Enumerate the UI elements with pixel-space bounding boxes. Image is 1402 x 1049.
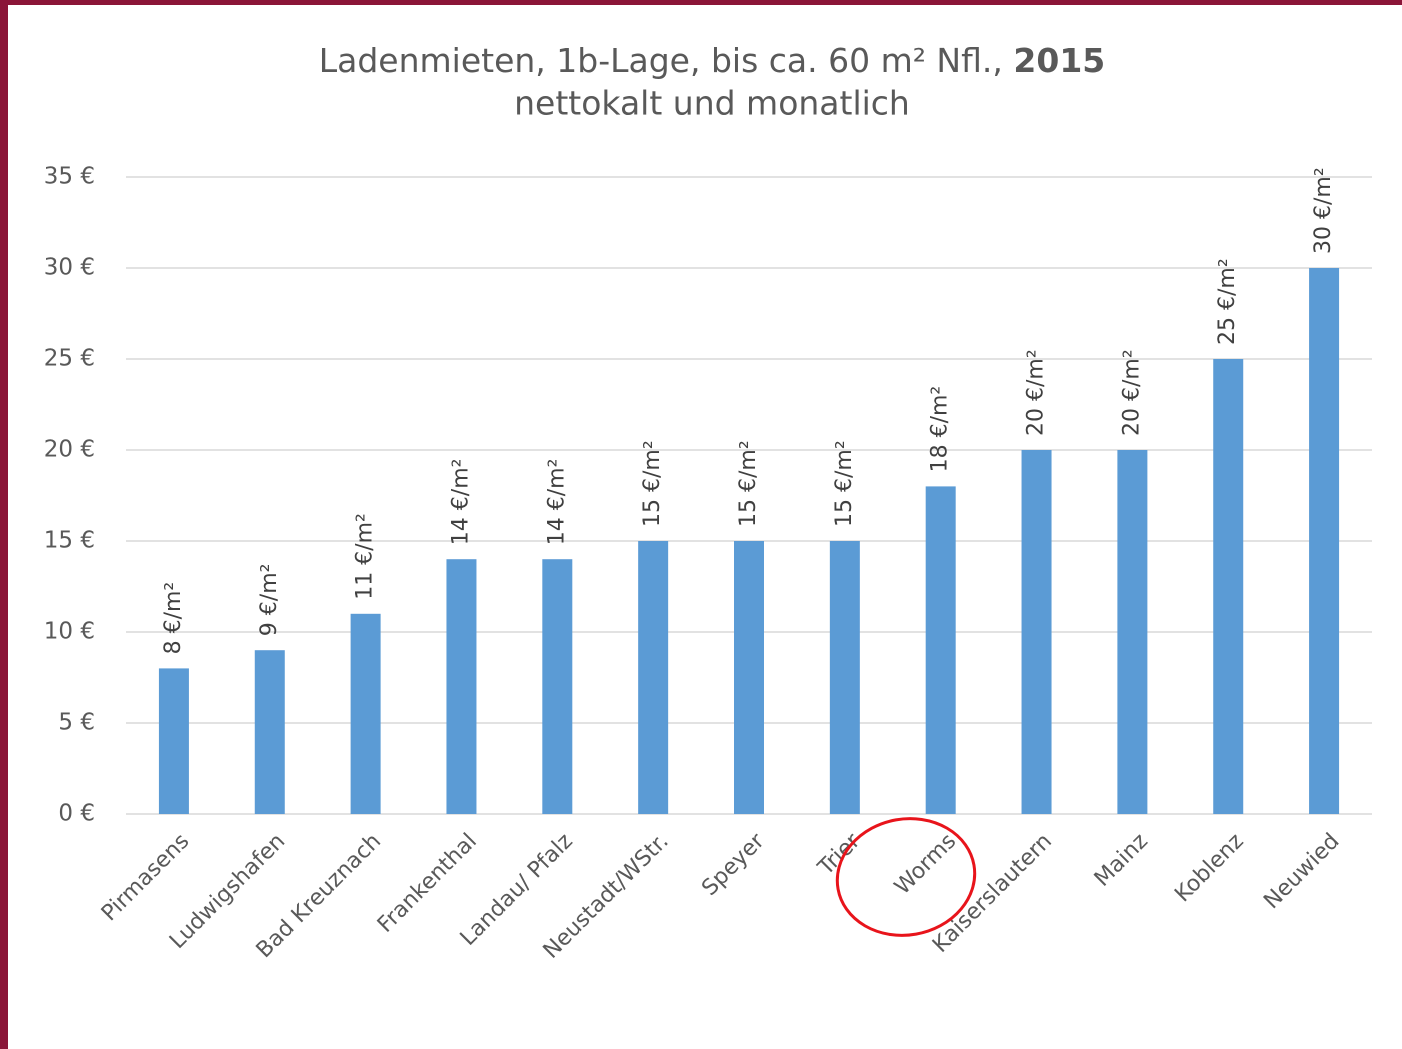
value-label: 11 €/m² [353, 513, 378, 600]
y-tick-label: 10 € [44, 619, 95, 645]
title-text: Ladenmieten, 1b-Lage, bis ca. 60 m² Nfl.… [319, 41, 1003, 80]
chart-title: Ladenmieten, 1b-Lage, bis ca. 60 m² Nfl.… [319, 41, 1106, 80]
bar [734, 541, 764, 814]
bar [350, 613, 381, 814]
value-label: 8 €/m² [161, 582, 186, 655]
y-tick-label: 0 € [58, 801, 95, 827]
bar [1117, 450, 1148, 814]
bar [446, 559, 477, 814]
y-tick-label: 25 € [44, 346, 95, 372]
value-label: 20 €/m² [1024, 349, 1049, 436]
bar [829, 541, 860, 814]
y-tick-label: 30 € [44, 255, 95, 281]
bar [158, 668, 189, 814]
value-label: 20 €/m² [1119, 349, 1144, 436]
chart-background [8, 5, 1402, 1049]
title-bold: 2015 [1013, 41, 1105, 80]
value-label: 30 €/m² [1311, 167, 1336, 254]
y-tick-label: 5 € [58, 710, 95, 736]
value-label: 18 €/m² [928, 386, 953, 473]
value-label: 9 €/m² [257, 564, 282, 637]
value-label: 14 €/m² [448, 459, 473, 546]
y-tick-label: 20 € [44, 437, 95, 463]
y-tick-label: 15 € [44, 528, 95, 554]
value-label: 14 €/m² [544, 459, 569, 546]
value-label: 25 €/m² [1215, 258, 1240, 345]
bar [1213, 359, 1244, 814]
chart-subtitle: nettokalt und monatlich [514, 84, 910, 123]
bar [925, 486, 956, 814]
value-label: 15 €/m² [640, 440, 665, 527]
value-label: 15 €/m² [736, 440, 761, 527]
y-tick-label: 35 € [44, 164, 95, 190]
bar [638, 541, 669, 814]
highlight-circle [835, 817, 977, 937]
grid: 0 € 5 € 10 € 15 € 20 € 25 € 30 € 35 € [44, 164, 1372, 827]
bar [254, 650, 285, 814]
bar [1309, 268, 1340, 814]
bar [542, 559, 573, 814]
value-label: 15 €/m² [832, 440, 857, 527]
bar [1021, 450, 1052, 814]
